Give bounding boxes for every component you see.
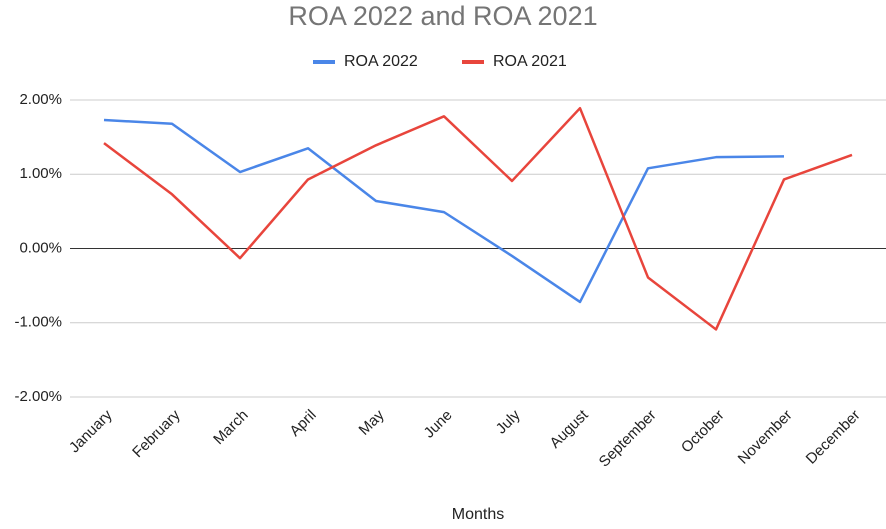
y-tick-label: 0.00% <box>19 239 62 256</box>
x-tick-label: June <box>421 407 456 442</box>
line-series <box>103 106 853 331</box>
x-tick-label: November <box>735 407 796 468</box>
x-tick-label: May <box>356 406 388 438</box>
y-tick-label: -1.00% <box>14 314 62 331</box>
chart-title: ROA 2022 and ROA 2021 <box>288 1 597 31</box>
x-axis-title: Months <box>452 506 504 523</box>
x-tick-label: March <box>210 407 251 448</box>
x-tick-label: December <box>803 407 864 468</box>
x-tick-label: August <box>547 406 593 452</box>
line-series <box>103 118 785 304</box>
x-tick-label: April <box>286 407 319 440</box>
x-tick-label: January <box>66 406 116 456</box>
x-tick-label: February <box>129 406 184 461</box>
legend-label: ROA 2021 <box>493 53 567 70</box>
x-tick-label: October <box>678 407 728 457</box>
x-tick-label: September <box>596 407 660 471</box>
y-tick-label: -2.00% <box>14 388 62 405</box>
y-tick-label: 1.00% <box>19 165 62 182</box>
legend-label: ROA 2022 <box>344 53 418 70</box>
y-tick-label: 2.00% <box>19 91 62 108</box>
x-tick-label: July <box>493 406 524 437</box>
